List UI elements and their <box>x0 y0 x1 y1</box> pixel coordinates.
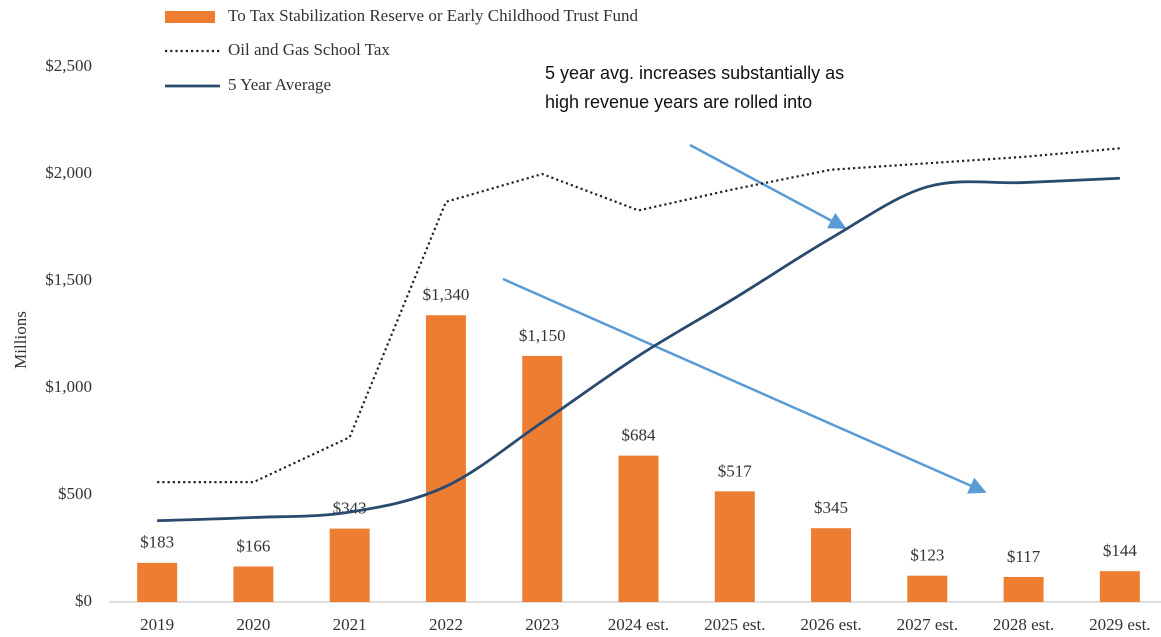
x-tick-label: 2026 est. <box>800 615 861 634</box>
data-label: $684 <box>622 426 657 445</box>
x-tick-label: 2029 est. <box>1089 615 1150 634</box>
x-tick-label: 2027 est. <box>897 615 958 634</box>
x-tick-label: 2025 est. <box>704 615 765 634</box>
bar <box>714 491 755 602</box>
y-tick-label: $2,500 <box>45 56 92 75</box>
line-series <box>157 147 1120 484</box>
data-label: $183 <box>140 533 174 552</box>
bar <box>522 355 563 602</box>
arrow <box>502 277 987 494</box>
legend-label: 5 Year Average <box>228 75 331 94</box>
bar <box>233 566 274 602</box>
data-label: $1,150 <box>519 326 566 345</box>
y-tick-label: $1,500 <box>45 270 92 289</box>
legend-swatch <box>165 11 215 23</box>
x-tick-label: 2028 est. <box>993 615 1054 634</box>
line-series <box>157 176 1120 523</box>
x-tick-label: 2020 <box>236 615 270 634</box>
bar <box>618 455 659 602</box>
y-tick-label: $500 <box>58 484 92 503</box>
bar <box>329 528 370 602</box>
data-label: $1,340 <box>423 285 470 304</box>
x-tick-label: 2022 <box>429 615 463 634</box>
y-tick-label: $2,000 <box>45 163 92 182</box>
bar <box>1003 576 1044 602</box>
data-label: $345 <box>814 498 848 517</box>
data-label: $517 <box>718 461 753 480</box>
annotation: high revenue years are rolled into <box>545 92 812 112</box>
x-tick-label: 2019 <box>140 615 174 634</box>
bar <box>1099 571 1140 602</box>
y-tick-label: $1,000 <box>45 377 92 396</box>
x-tick-label: 2024 est. <box>608 615 669 634</box>
data-label: $117 <box>1007 547 1041 566</box>
legend-label: Oil and Gas School Tax <box>228 40 390 59</box>
data-label: $166 <box>236 536 270 555</box>
data-label: $123 <box>910 546 944 565</box>
bar <box>907 575 948 602</box>
bar <box>137 562 178 602</box>
y-axis-label: Millions <box>11 311 30 369</box>
arrow <box>689 143 847 230</box>
bar <box>811 528 852 602</box>
bar <box>425 315 466 602</box>
legend-label: To Tax Stabilization Reserve or Early Ch… <box>228 6 639 25</box>
x-tick-label: 2021 <box>333 615 367 634</box>
annotation: 5 year avg. increases substantially as <box>545 63 844 83</box>
data-label: $144 <box>1103 541 1138 560</box>
x-tick-label: 2023 <box>525 615 559 634</box>
y-tick-label: $0 <box>75 591 92 610</box>
